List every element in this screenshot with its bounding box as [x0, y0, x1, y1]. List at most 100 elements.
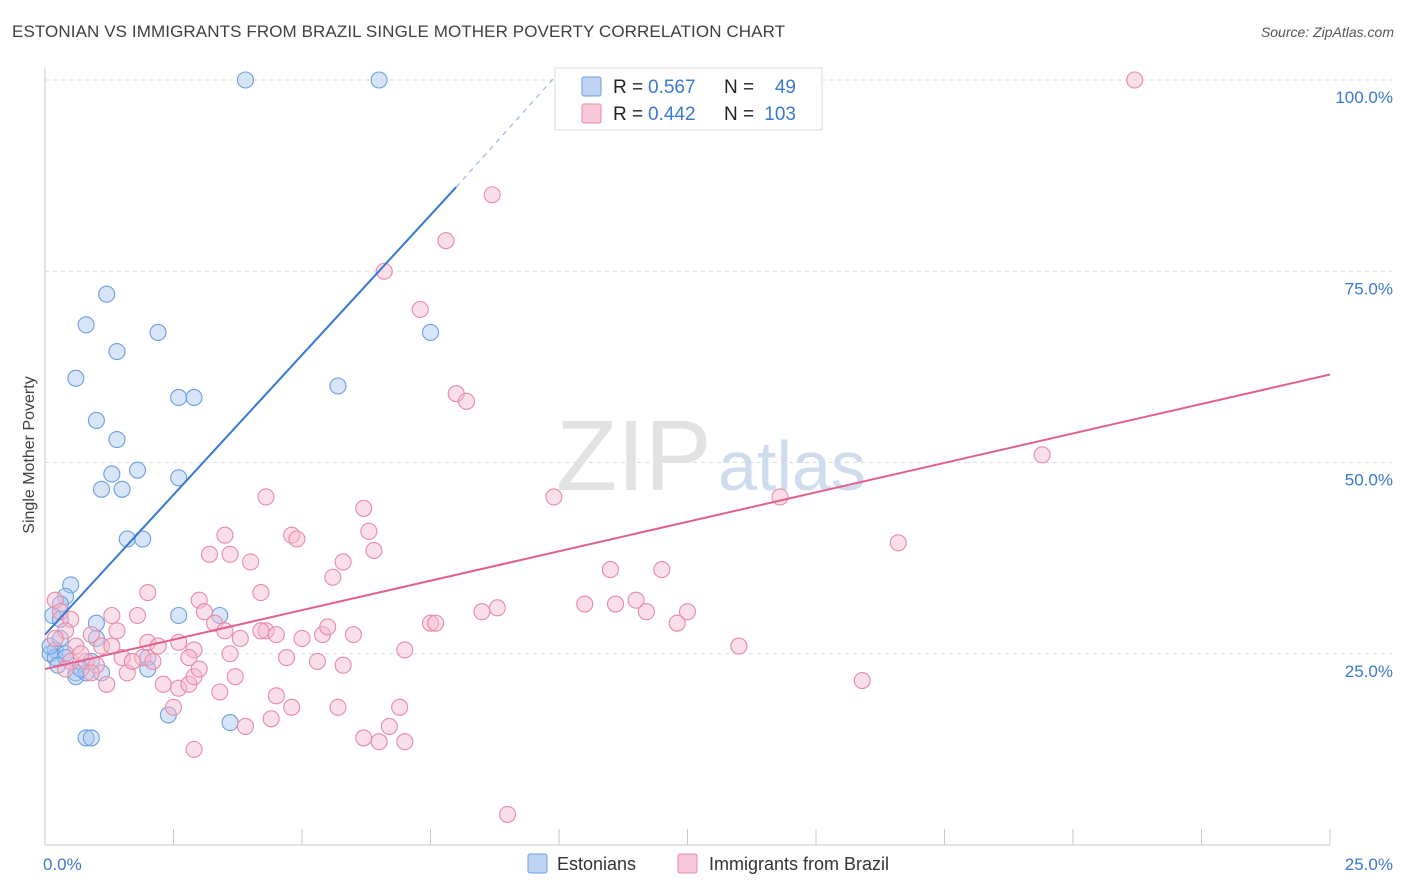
point-brazil: [427, 614, 445, 632]
point-brazil: [226, 668, 244, 686]
point-estonians: [421, 323, 440, 342]
point-estonians: [92, 480, 111, 498]
y-tick-label: 75.0%: [1345, 279, 1393, 298]
point-brazil: [242, 553, 260, 571]
x-tick-label-right: 25.0%: [1345, 855, 1393, 874]
point-brazil: [123, 652, 141, 670]
trend-lines: [44, 71, 1331, 671]
point-estonians: [108, 343, 126, 361]
point-estonians: [236, 71, 255, 89]
y-tick-label: 50.0%: [1345, 471, 1393, 490]
point-brazil: [293, 629, 311, 648]
stats-n-label: N =: [724, 77, 754, 98]
legend-swatch-brazil: [677, 853, 698, 874]
watermark-atlas: atlas: [718, 427, 866, 505]
trend-estonians-extension: [455, 71, 560, 188]
point-brazil: [668, 614, 686, 632]
point-brazil: [98, 675, 116, 693]
point-brazil: [488, 599, 506, 617]
stats-swatch-brazil: [581, 103, 602, 124]
point-brazil: [319, 618, 337, 636]
point-brazil: [334, 656, 352, 674]
point-estonians: [98, 285, 116, 303]
point-brazil: [365, 541, 383, 560]
point-estonians: [329, 377, 347, 395]
point-brazil: [637, 603, 655, 621]
point-brazil: [252, 583, 270, 602]
point-brazil: [144, 652, 162, 670]
point-brazil: [606, 595, 625, 613]
point-estonians: [134, 530, 152, 548]
point-brazil: [421, 614, 440, 632]
point-estonians: [108, 430, 126, 449]
stats-n-value: 103: [764, 104, 796, 125]
point-estonians: [149, 323, 167, 342]
point-brazil: [46, 629, 64, 648]
point-brazil: [411, 300, 429, 319]
point-estonians: [87, 411, 105, 429]
point-brazil: [288, 530, 306, 548]
point-brazil: [329, 698, 347, 716]
legend-label-brazil: Immigrants from Brazil: [709, 854, 889, 874]
point-brazil: [457, 392, 476, 410]
point-brazil: [396, 733, 414, 751]
point-brazil: [221, 645, 239, 663]
point-estonians: [221, 714, 239, 732]
point-brazil: [154, 675, 172, 693]
point-brazil: [139, 583, 157, 602]
y-tick-label: 25.0%: [1345, 662, 1393, 681]
point-brazil: [344, 626, 362, 644]
point-brazil: [267, 626, 285, 644]
point-brazil: [360, 522, 378, 540]
point-brazil: [355, 499, 373, 517]
y-tick-label: 100.0%: [1335, 88, 1393, 107]
point-brazil: [134, 649, 152, 667]
point-estonians: [67, 369, 85, 387]
point-brazil: [221, 545, 239, 563]
point-estonians: [170, 606, 188, 625]
point-brazil: [82, 626, 100, 644]
point-brazil: [889, 534, 907, 552]
y-tick-labels: 25.0% 50.0% 75.0% 100.0%: [1335, 88, 1393, 681]
point-brazil: [149, 637, 167, 655]
trend-estonians: [44, 186, 457, 636]
point-brazil: [391, 698, 409, 716]
point-estonians: [113, 480, 131, 498]
point-brazil: [355, 729, 373, 747]
point-estonians: [118, 530, 136, 548]
point-brazil: [308, 652, 326, 670]
point-brazil: [164, 698, 183, 716]
stats-swatch-estonians: [581, 76, 602, 97]
watermark: ZIP atlas: [556, 400, 866, 512]
point-brazil: [283, 698, 301, 716]
point-brazil: [627, 591, 645, 609]
point-brazil: [278, 649, 296, 667]
point-brazil: [185, 740, 203, 758]
point-estonians: [370, 71, 388, 89]
point-brazil: [180, 649, 198, 667]
point-brazil: [231, 629, 249, 648]
point-brazil: [128, 606, 147, 625]
point-brazil: [1126, 71, 1144, 89]
point-brazil: [92, 637, 111, 655]
point-brazil: [396, 641, 414, 659]
point-brazil: [236, 717, 255, 735]
point-estonians: [128, 461, 147, 479]
point-estonians: [77, 316, 95, 334]
point-brazil: [473, 603, 491, 621]
point-brazil: [483, 186, 501, 204]
point-estonians: [82, 729, 100, 747]
stats-r-value: 0.567: [648, 77, 696, 98]
point-brazil: [216, 526, 234, 544]
point-brazil: [113, 649, 131, 667]
point-brazil: [257, 488, 275, 506]
point-brazil: [267, 687, 285, 705]
point-estonians: [77, 729, 95, 747]
stats-r-label: R =: [613, 104, 643, 125]
point-brazil: [678, 603, 697, 621]
point-brazil: [653, 561, 671, 579]
point-brazil: [108, 622, 126, 640]
point-brazil: [375, 262, 393, 280]
point-estonians: [170, 469, 188, 487]
